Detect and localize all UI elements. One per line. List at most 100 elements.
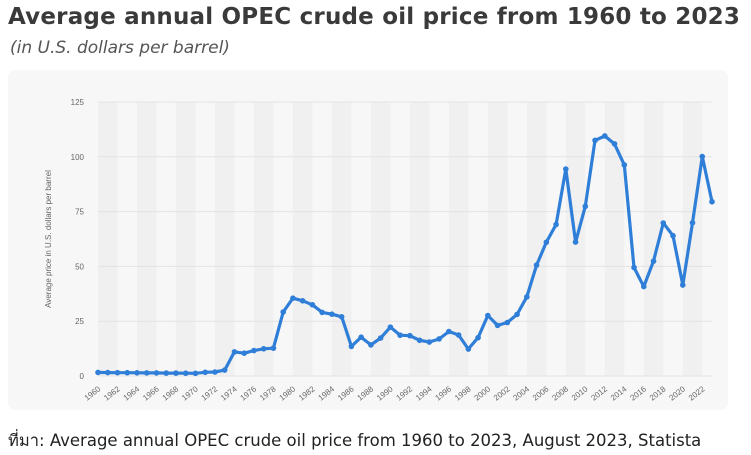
data-point [270,345,277,351]
data-point [601,133,608,139]
x-tick-label: 1988 [356,384,376,402]
grid-band [292,102,313,376]
grid-band [643,102,664,376]
data-point [368,342,374,348]
x-tick-label: 2020 [667,384,687,402]
x-tick-label: 1972 [200,384,220,402]
data-point [563,166,569,172]
x-tick-label: 1990 [375,384,395,402]
data-point [494,322,501,329]
data-point [192,370,199,377]
data-point [455,332,462,338]
y-tick-label: 25 [75,317,84,326]
x-tick-label: 1976 [239,384,259,402]
data-point [260,346,267,352]
x-tick-label: 1984 [317,384,337,402]
grid-band [682,102,703,376]
data-point [95,369,101,376]
data-point [221,367,228,373]
data-point [465,346,472,352]
x-tick-label: 1960 [83,384,103,402]
data-point [621,162,628,168]
data-point [153,370,160,376]
series-line [96,134,714,375]
grid-band [175,102,196,376]
y-tick-label: 125 [71,98,85,107]
grid-band [136,102,157,376]
data-point [650,258,657,264]
x-tick-label: 2008 [550,384,570,402]
grid-band [526,102,547,376]
data-point [173,370,179,376]
data-point [377,335,384,341]
grid-band [604,102,625,376]
x-tick-label: 1994 [414,384,434,402]
y-tick-label: 100 [71,153,85,162]
data-point [524,294,530,300]
data-point [358,334,364,341]
data-point [397,332,403,339]
x-tick-label: 1980 [278,384,298,402]
data-point [319,309,325,316]
x-tick-label: 2010 [570,384,590,402]
data-point [114,369,121,376]
grid-band [487,102,508,376]
data-point [338,314,345,320]
data-point [533,262,540,268]
data-point [475,334,481,341]
data-point [407,332,413,339]
grid-band [253,102,274,376]
x-tick-label: 1970 [180,384,200,402]
x-tick-label: 1996 [434,384,454,402]
data-point [426,339,433,345]
data-point [124,369,131,376]
data-point [670,232,676,239]
grid-band [409,102,430,376]
x-tick-label: 2022 [687,384,707,402]
x-tick-label: 1964 [122,384,142,402]
grid-band [370,102,391,376]
data-point [485,312,491,319]
data-point [592,137,598,144]
data-point [134,370,140,376]
chart-title: Average annual OPEC crude oil price from… [8,4,741,30]
x-tick-label: 2016 [628,384,648,402]
data-point [572,239,579,245]
grid-band [331,102,352,376]
data-point [689,219,696,226]
y-axis-label: Average price in U.S. dollars per barrel [44,170,53,308]
data-point [640,283,647,290]
x-tick-label: 1962 [102,384,122,402]
x-tick-label: 2000 [473,384,493,402]
data-point [504,319,511,326]
x-tick-label: 1966 [141,384,161,402]
data-point [553,221,559,228]
data-point [387,324,394,330]
x-tick-label: 2004 [511,384,531,402]
x-tick-label: 1986 [336,384,356,402]
chart: 0 25 50 75 100 125 Average price in U.S. dolla… [44,98,715,403]
data-point [241,350,247,357]
chart-subtitle: (in U.S. dollars per barrel) [10,38,230,58]
grid-band [448,102,469,376]
data-point [416,337,423,344]
data-point [104,369,111,376]
data-point [231,349,238,355]
x-tick-label: 1974 [219,384,239,402]
data-point [299,298,306,304]
data-point [309,301,316,308]
data-point [582,203,589,210]
x-tick-label: 2006 [531,384,551,402]
x-tick-label: 1982 [297,384,317,402]
data-point [543,239,550,246]
grid-band [98,102,118,376]
data-point [280,309,286,315]
y-tick-label: 50 [75,262,84,271]
data-point [251,347,257,354]
x-tick-label: 2018 [648,384,668,402]
data-point [436,336,442,342]
data-point [709,198,715,205]
y-tick-label: 0 [80,372,85,381]
data-point [699,153,706,160]
data-point [660,220,667,226]
